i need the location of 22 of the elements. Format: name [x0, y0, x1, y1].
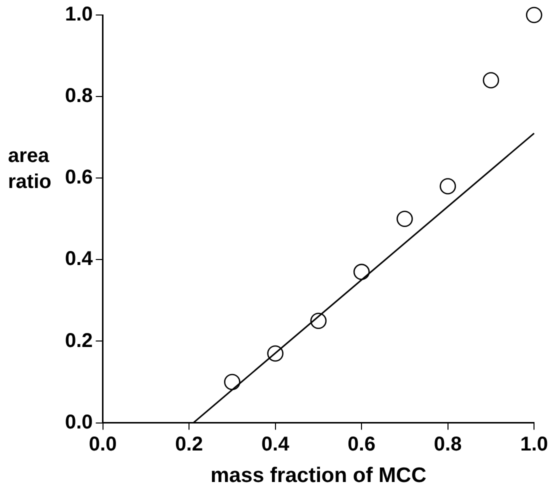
y-tick-label: 0.6 — [64, 166, 93, 189]
y-tick-label: 0.8 — [64, 85, 93, 108]
point — [224, 374, 240, 390]
point — [526, 6, 542, 24]
point — [310, 312, 327, 329]
x-tick-label: 0.2 — [175, 433, 203, 456]
y-axis-title: area ratio — [8, 144, 52, 195]
y-tick-label: 0.2 — [64, 330, 93, 352]
y-tick-label: 0.0 — [64, 411, 93, 434]
x-tick-label: 0.4 — [261, 433, 290, 456]
point — [267, 345, 284, 362]
x-tick-label: 0.0 — [88, 433, 117, 456]
x-axis-title: mass fraction of MCC — [210, 464, 426, 488]
x-tick-label: 1.0 — [520, 433, 548, 456]
point — [482, 72, 500, 88]
point — [396, 210, 413, 228]
x-tick-label: 0.6 — [348, 433, 376, 456]
point — [440, 178, 456, 194]
x-tick-label: 0.8 — [434, 433, 462, 456]
point — [353, 264, 370, 280]
y-tick-label: 0.4 — [64, 248, 94, 270]
y-tick-label: 1.0 — [64, 4, 93, 26]
